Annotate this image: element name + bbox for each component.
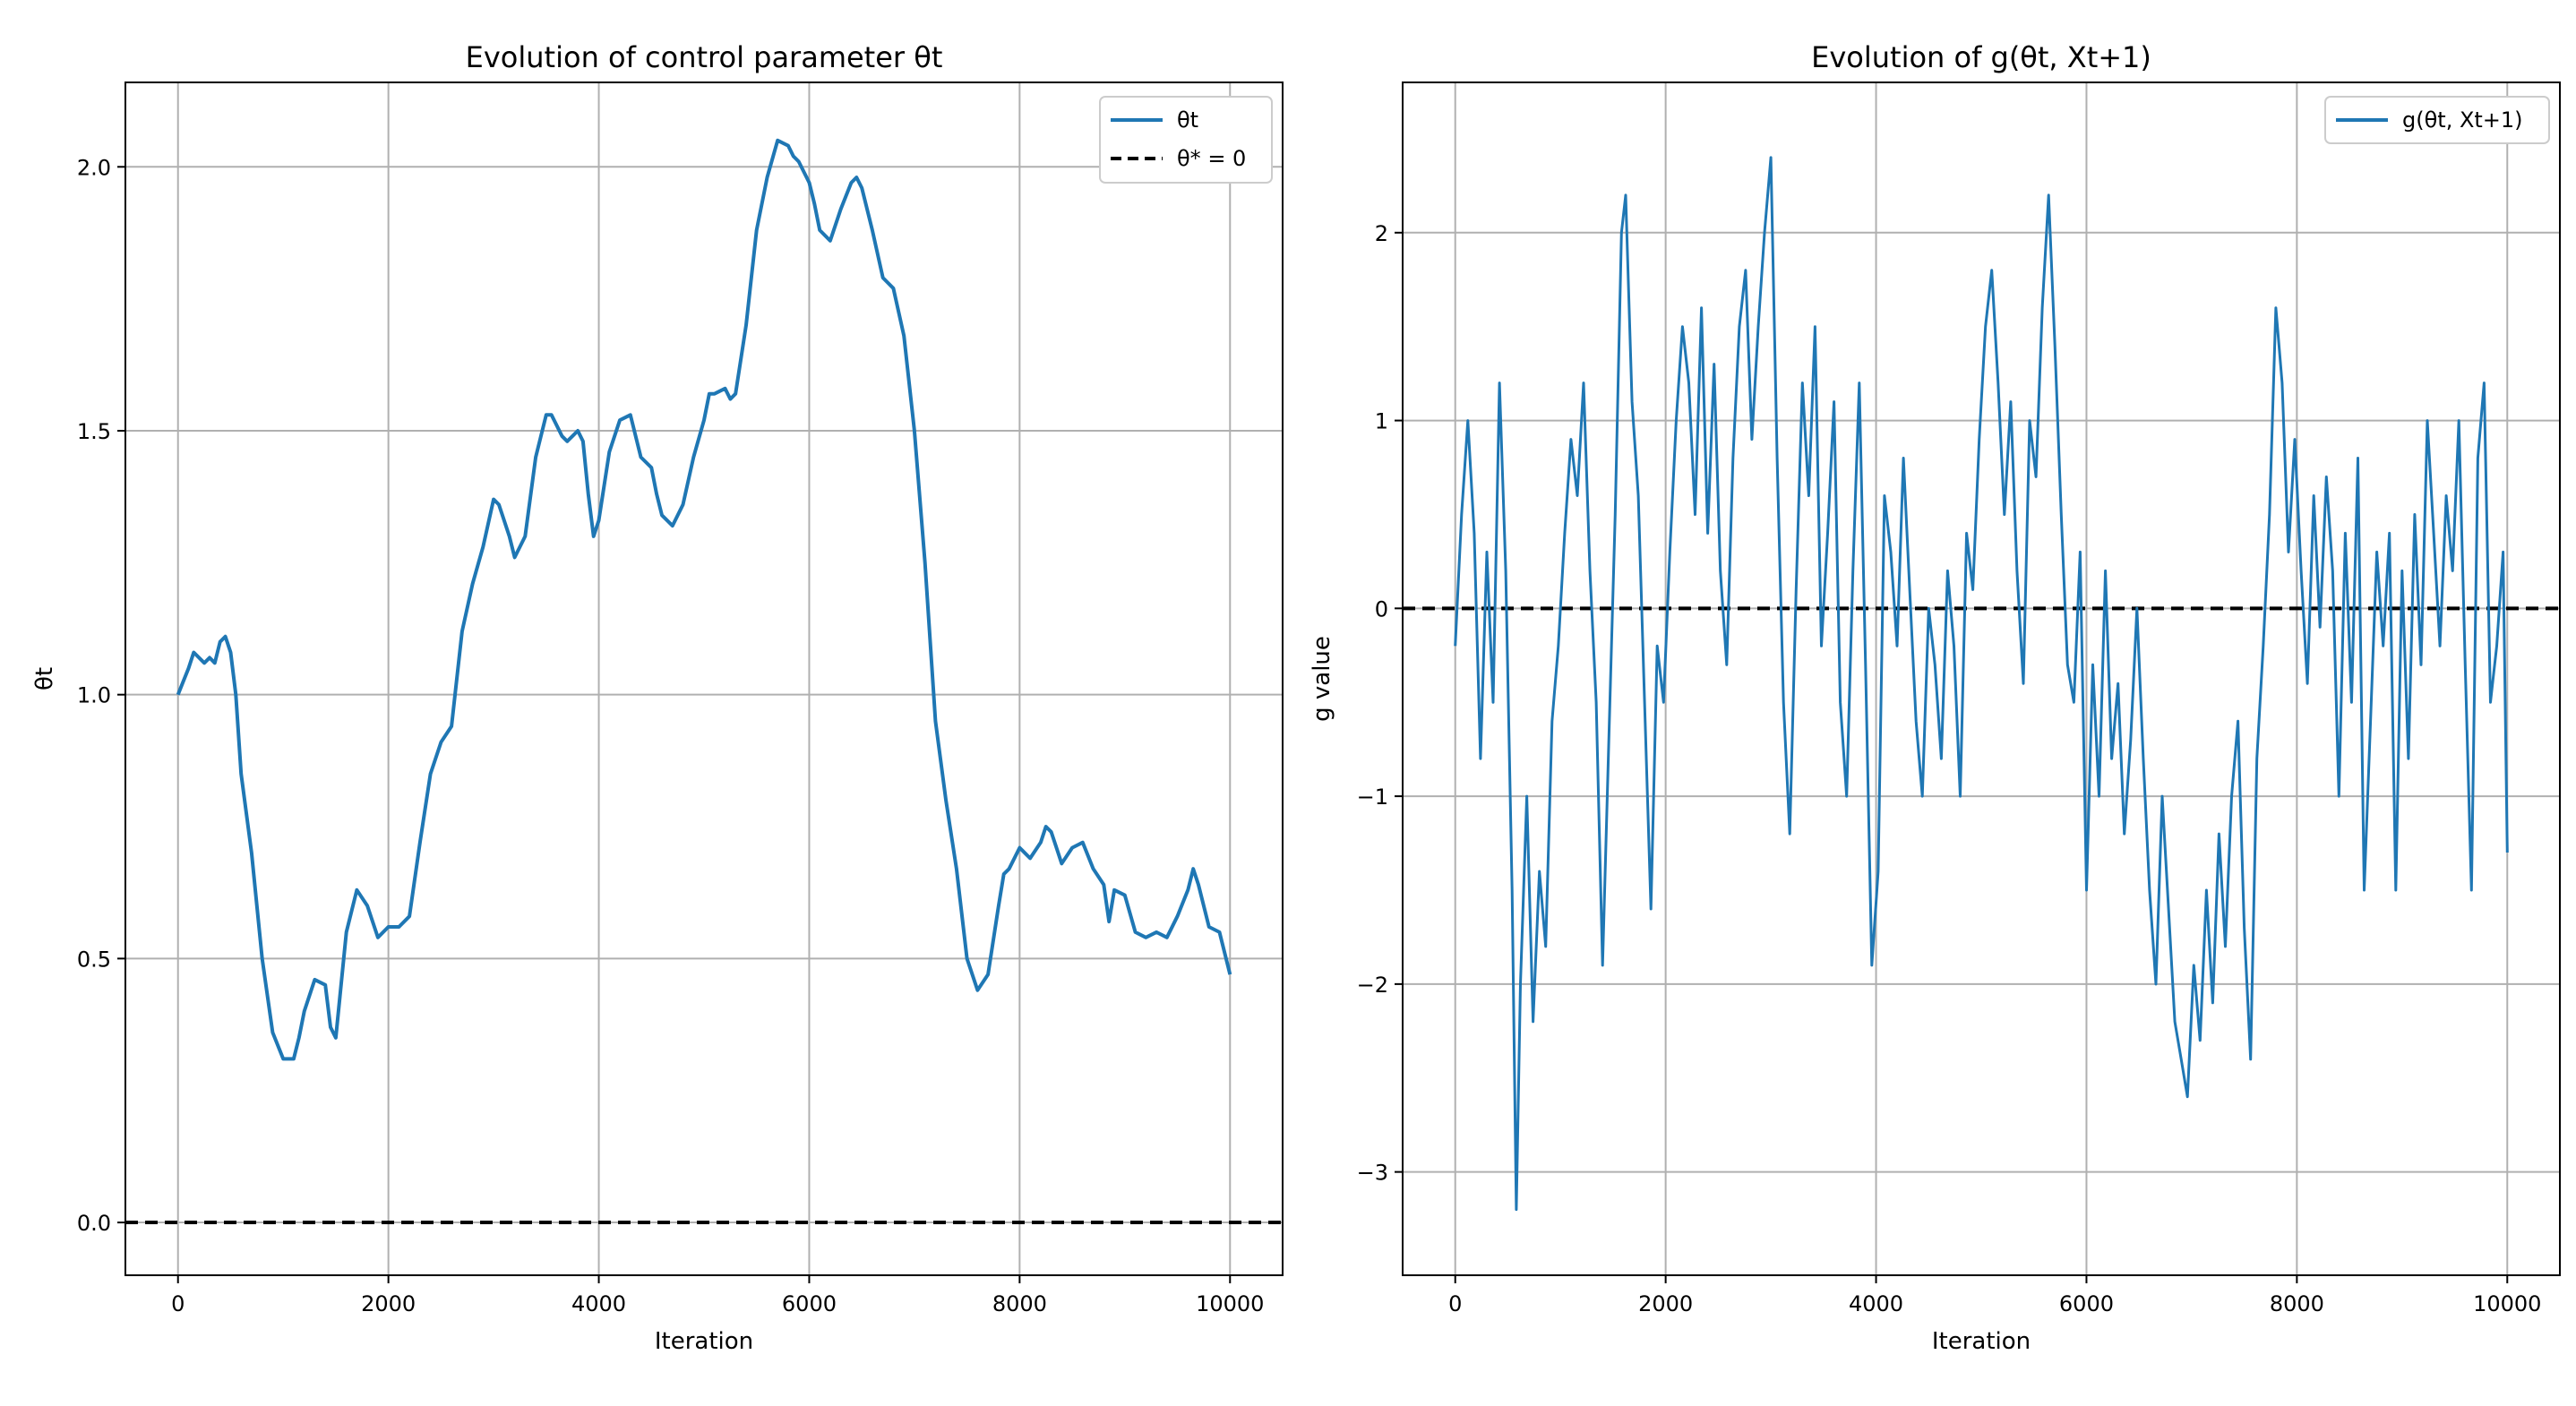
theta-y-tick-label: 1.0 <box>77 683 111 708</box>
theta-x-tick-label: 10000 <box>1196 1291 1264 1316</box>
theta-x-tick-label: 0 <box>171 1291 185 1316</box>
g-x-tick-label: 2000 <box>1638 1291 1693 1316</box>
theta-chart-title: Evolution of control parameter θt <box>466 40 943 74</box>
theta-legend: θt θ* = 0 <box>1100 97 1272 183</box>
g-chart-title: Evolution of g(θt, Xt+1) <box>1811 40 2151 74</box>
theta-legend-reference-label: θ* = 0 <box>1177 146 1246 171</box>
g-y-tick-label: −2 <box>1357 973 1388 998</box>
g-x-tick-label: 4000 <box>1849 1291 1903 1316</box>
g-x-tick-label: 8000 <box>2270 1291 2324 1316</box>
g-y-tick-label: 2 <box>1375 221 1388 246</box>
theta-y-tick-label: 1.5 <box>77 419 111 444</box>
g-legend-series-label: g(θt, Xt+1) <box>2402 107 2523 133</box>
theta-x-tick-label: 6000 <box>782 1291 837 1316</box>
g-y-tick-label: −3 <box>1357 1161 1388 1186</box>
g-x-tick-label: 6000 <box>2059 1291 2114 1316</box>
theta-x-tick-label: 8000 <box>992 1291 1047 1316</box>
theta-legend-series-label: θt <box>1177 107 1198 133</box>
g-legend: g(θt, Xt+1) <box>2325 97 2549 143</box>
theta-y-tick-label: 0.0 <box>77 1211 111 1236</box>
g-x-axis-label: Iteration <box>1932 1328 2031 1355</box>
theta-x-tick-label: 4000 <box>571 1291 626 1316</box>
theta-y-axis-label: θt <box>31 667 58 690</box>
theta-y-tick-label: 0.5 <box>77 947 111 972</box>
g-y-tick-label: 1 <box>1375 409 1388 434</box>
theta-y-tick-label: 2.0 <box>77 155 111 180</box>
g-x-tick-label: 0 <box>1448 1291 1462 1316</box>
g-y-tick-label: 0 <box>1375 596 1388 622</box>
theta-x-tick-label: 2000 <box>361 1291 416 1316</box>
theta-x-axis-label: Iteration <box>655 1328 753 1355</box>
g-y-tick-label: −1 <box>1357 784 1388 810</box>
g-y-axis-label: g value <box>1309 636 1335 722</box>
g-x-tick-label: 10000 <box>2473 1291 2541 1316</box>
